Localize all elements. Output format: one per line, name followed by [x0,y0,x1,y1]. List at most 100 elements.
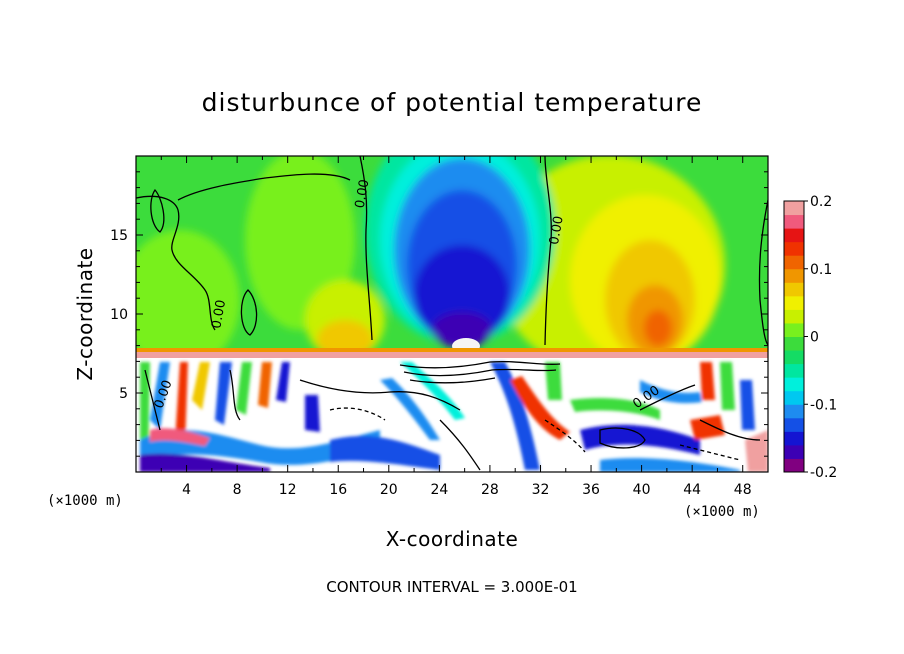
field-boundary [136,348,768,352]
field-streak [175,362,188,445]
contour-line [679,444,741,461]
field-streak [700,362,715,400]
x-tick-label: 20 [380,482,398,498]
colorbar: 0.2 0.1 0 -0.1 -0.2 [784,194,837,481]
colorbar-swatch [784,377,804,392]
contour-label: 0.00 [547,215,567,246]
x-tick-label: 36 [582,482,600,498]
contour-line [359,156,373,341]
x-tick-label: 16 [329,482,347,498]
colorbar-swatch [784,417,804,432]
x-tick-label: 48 [734,482,752,498]
field-boundary [136,352,768,358]
contour-line [403,368,557,377]
x-axis-ticks: 4 8 12 16 20 24 28 32 36 40 44 48 [160,156,752,498]
colorbar-swatch [784,214,804,229]
colorbar-swatch [784,228,804,243]
y-tick-label: 15 [110,228,128,244]
contour-line [136,195,216,331]
x-tick-label: 28 [481,482,499,498]
field-blob [432,312,492,348]
field-streak [745,430,768,472]
colorbar-tick-label: 0.1 [810,262,832,278]
x-tick-label: 24 [430,482,448,498]
field-streak [740,380,755,430]
colorbar-swatch [784,309,804,324]
x-axis-label: X-coordinate [386,527,519,551]
y-axis-label: Z-coordinate [73,247,97,380]
colorbar-swatch [784,350,804,365]
field-streak [640,380,702,404]
field-streak [276,362,290,402]
field-streak [545,362,562,400]
field-streak [510,376,570,440]
field-streak [600,458,740,472]
chart-title: disturbunce of potential temperature [202,88,703,117]
colorbar-tick-label: -0.2 [810,465,837,481]
colorbar-swatch [784,201,804,216]
field-streak [150,428,210,446]
contour-line [329,407,386,421]
field-streak [400,362,465,420]
contour-line [144,369,161,431]
x-axis-unit-label: (×1000 m) [47,493,123,509]
contour-line [240,289,258,336]
field-streak [330,435,440,470]
colorbar-tick-label: 0.2 [810,194,832,210]
contour-line [299,379,461,411]
field-streak [720,362,735,410]
colorbar-swatch [784,322,804,337]
x-tick-label: 40 [633,482,651,498]
colorbar-tick-label: -0.1 [810,397,837,413]
contour-line [177,173,351,201]
contour-line [758,199,768,346]
field-streak [215,362,232,425]
field-streak [580,424,700,455]
colorbar-swatch [784,295,804,310]
colorbar-tick-label: 0 [810,330,819,346]
field-streak [490,362,540,470]
contour-line [699,419,761,441]
field-blob [136,230,240,370]
contour-line [150,188,165,233]
y-axis-ticks: 5 10 15 [110,171,768,457]
colorbar-swatch [784,255,804,270]
field-streak [192,362,210,410]
contour-labels: 0.00 0.00 0.00 0.00 0.00 [152,178,663,412]
contour-line [599,427,646,449]
colorbar-swatch [784,458,804,473]
field-streak [690,415,725,440]
field-streak [258,362,272,408]
contour-line [409,377,496,384]
contour-line [639,384,696,411]
field-streak [380,378,440,440]
contour-line [229,369,241,421]
x-tick-label: 44 [683,482,701,498]
y-tick-label: 5 [119,386,128,402]
field-blob [644,310,672,346]
x-tick-label: 32 [532,482,550,498]
field-streak [570,398,660,420]
contour-line [399,360,561,369]
field-streak [305,395,320,432]
contour-lines [136,156,768,471]
x-tick-label: 4 [182,482,191,498]
colorbar-swatch [784,282,804,297]
colorbar-swatch [784,363,804,378]
x-tick-label: 12 [279,482,297,498]
colorbar-swatch [784,444,804,459]
colorbar-frame [783,200,805,473]
contour-line [439,419,481,471]
contour-interval-footer: CONTOUR INTERVAL = 3.000E-01 [326,578,577,596]
contour-line [544,156,552,346]
field-streak [150,362,170,430]
colorbar-swatch [784,241,804,256]
field-streak [236,362,252,415]
contour-label: 0.00 [353,178,373,209]
x-tick-label: 8 [233,482,242,498]
y-tick-label: 10 [110,307,128,323]
colorbar-swatch [784,404,804,419]
y-axis-unit-label: (×1000 m) [684,504,760,520]
colorbar-swatch [784,336,804,351]
